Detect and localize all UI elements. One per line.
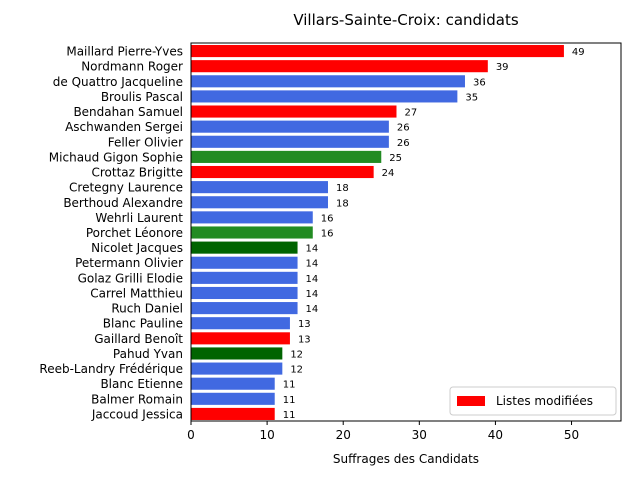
bar (191, 377, 275, 390)
bar (191, 105, 397, 118)
category-label: Berthoud Alexandre (63, 196, 183, 210)
bar (191, 75, 465, 88)
bar (191, 45, 564, 58)
category-label: Michaud Gigon Sophie (49, 150, 183, 164)
category-label: Feller Olivier (108, 135, 183, 149)
x-tick-label: 40 (488, 428, 503, 442)
category-label: Nordmann Roger (81, 60, 183, 74)
bar (191, 150, 382, 163)
bar (191, 317, 290, 330)
value-label: 18 (336, 183, 349, 194)
category-label: Nicolet Jacques (91, 241, 183, 255)
value-label: 11 (283, 410, 296, 421)
category-label: Cretegny Laurence (69, 181, 183, 195)
bar (191, 90, 458, 103)
value-label: 16 (321, 213, 334, 224)
plot-frame (190, 42, 622, 422)
category-label: de Quattro Jacqueline (53, 75, 183, 89)
value-labels: 4939363527262625241818161614141414141313… (283, 47, 585, 421)
bar (191, 135, 389, 148)
category-label: Ruch Daniel (111, 302, 183, 316)
bar (191, 286, 298, 300)
bar (191, 302, 298, 315)
category-label: Broulis Pascal (101, 90, 183, 104)
value-label: 27 (404, 108, 417, 119)
category-label: Bendahan Samuel (73, 105, 183, 119)
category-label: Porchet Léonore (86, 226, 183, 240)
bar (191, 60, 488, 73)
category-label: Crottaz Brigitte (91, 166, 183, 180)
value-label: 14 (306, 289, 319, 300)
bar (191, 211, 313, 224)
value-label: 13 (298, 319, 311, 330)
bar (191, 196, 328, 209)
value-label: 14 (306, 244, 319, 255)
value-label: 12 (290, 365, 303, 376)
value-label: 13 (298, 334, 311, 345)
value-label: 36 (473, 77, 486, 88)
legend-label: Listes modifiées (496, 394, 593, 408)
bar (191, 407, 275, 420)
value-label: 25 (389, 153, 402, 164)
x-axis-ticks: 0 10 20 30 40 50 (187, 421, 579, 442)
bar (191, 241, 298, 254)
value-label: 49 (572, 47, 585, 58)
legend-swatch (457, 396, 485, 406)
category-label: Carrel Matthieu (90, 286, 183, 300)
category-label: Balmer Romain (91, 392, 183, 406)
bar (191, 271, 298, 284)
category-label: Maillard Pierre-Yves (66, 45, 183, 59)
bar (191, 226, 313, 239)
x-tick-label: 0 (187, 428, 195, 442)
category-label: Aschwanden Sergei (65, 120, 183, 134)
value-label: 11 (283, 395, 296, 406)
x-tick-label: 10 (259, 428, 274, 442)
category-label: Pahud Yvan (113, 347, 183, 361)
category-label: Petermann Olivier (75, 256, 183, 270)
category-label: Jaccoud Jessica (91, 407, 183, 421)
bar (191, 165, 374, 179)
bar (191, 120, 389, 133)
value-label: 12 (290, 349, 303, 360)
x-tick-label: 50 (564, 428, 579, 442)
x-tick-label: 30 (412, 428, 427, 442)
category-label: Gaillard Benoît (94, 332, 183, 346)
value-label: 39 (496, 62, 509, 73)
value-label: 16 (321, 229, 334, 240)
bar (191, 256, 298, 269)
category-label: Wehrli Laurent (95, 211, 183, 225)
bar (191, 362, 283, 375)
bar (191, 392, 275, 405)
legend-frame (449, 386, 617, 416)
value-label: 14 (306, 274, 319, 285)
value-label: 35 (465, 92, 478, 103)
legend: Listes modifiées (449, 386, 617, 416)
value-label: 14 (306, 304, 319, 315)
value-label: 26 (397, 138, 410, 149)
bar (191, 181, 328, 194)
category-label: Blanc Etienne (100, 377, 183, 391)
value-label: 26 (397, 123, 410, 134)
x-tick-label: 20 (336, 428, 351, 442)
bar (191, 332, 290, 345)
value-label: 14 (306, 259, 319, 270)
chart-title: Villars-Sainte-Croix: candidats (293, 11, 519, 29)
x-axis-label: Suffrages des Candidats (333, 452, 479, 466)
category-label: Reeb-Landry Frédérique (39, 362, 183, 376)
value-label: 18 (336, 198, 349, 209)
value-label: 11 (283, 380, 296, 391)
bars-layer (191, 45, 564, 420)
value-label: 24 (382, 168, 395, 179)
bar (191, 347, 283, 360)
category-label: Golaz Grilli Elodie (78, 271, 183, 285)
category-label: Blanc Pauline (103, 317, 183, 331)
